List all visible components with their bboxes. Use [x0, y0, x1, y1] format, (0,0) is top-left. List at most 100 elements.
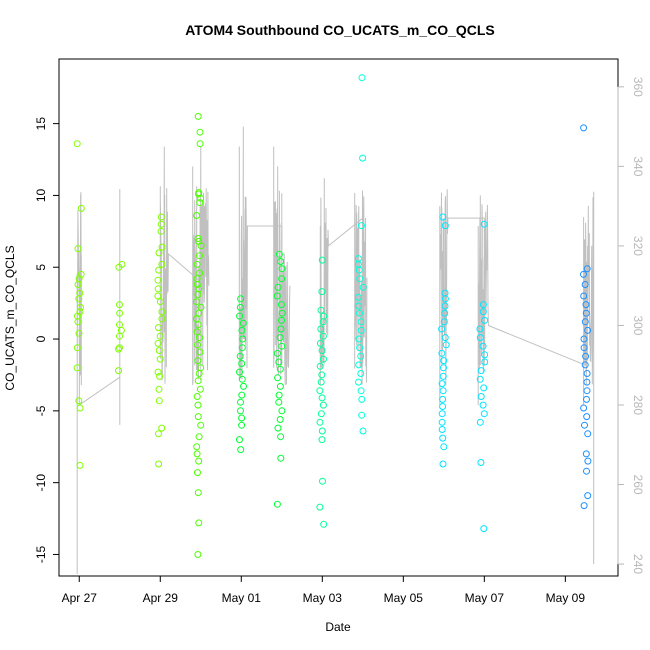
data-point — [115, 345, 123, 353]
data-point — [155, 430, 162, 438]
data-point — [277, 301, 285, 309]
y-axis: -15 -10 -5 0 5 10 15 — [34, 117, 60, 563]
data-point — [481, 316, 489, 324]
data-point — [194, 489, 202, 497]
data-point — [194, 235, 202, 242]
data-point — [318, 256, 326, 264]
data-point — [197, 421, 205, 429]
data-point — [193, 212, 201, 219]
data-point — [441, 222, 449, 230]
data-point — [438, 410, 446, 418]
data-point — [277, 325, 285, 333]
data-point — [77, 303, 84, 311]
data-point — [194, 377, 202, 385]
data-point — [441, 334, 449, 342]
data-point — [238, 414, 246, 422]
data-point — [583, 395, 590, 403]
data-point — [154, 368, 162, 376]
data-point — [357, 387, 365, 395]
data-point — [580, 502, 588, 510]
data-point — [356, 309, 363, 317]
data-point — [278, 309, 286, 317]
data-point — [318, 288, 326, 296]
data-point — [274, 374, 282, 382]
data-point — [76, 404, 84, 412]
data-point — [358, 411, 366, 419]
data-point — [358, 222, 365, 230]
data-point — [195, 370, 203, 377]
data-point — [236, 303, 244, 311]
data-point — [155, 324, 162, 332]
data-point — [317, 325, 325, 333]
data-point — [355, 378, 362, 386]
data-point — [195, 433, 203, 441]
data-point — [236, 312, 244, 320]
data-point — [194, 341, 201, 349]
data-point — [316, 503, 324, 511]
data-point — [317, 378, 325, 386]
data-point — [439, 372, 447, 380]
data-point — [155, 397, 163, 405]
data-point — [196, 385, 204, 393]
data-point — [193, 260, 201, 268]
data-point — [580, 335, 588, 343]
data-point — [318, 347, 326, 354]
data-point — [584, 326, 592, 334]
y2-tick-label: 260 — [631, 475, 645, 495]
y-tick-label: -5 — [34, 405, 48, 416]
data-point — [358, 395, 366, 403]
plot-frame — [58, 58, 619, 577]
data-point — [74, 281, 82, 288]
data-point — [194, 551, 202, 558]
y2-tick-label: 340 — [631, 156, 645, 176]
data-point — [273, 349, 281, 357]
data-point — [442, 341, 450, 349]
data-point — [355, 361, 363, 369]
data-point — [355, 335, 363, 343]
trace-line — [273, 146, 291, 386]
data-point — [359, 427, 367, 435]
data-point — [194, 401, 202, 409]
data-point — [238, 326, 246, 334]
data-point — [476, 325, 484, 333]
data-point — [158, 243, 166, 251]
data-point — [116, 344, 123, 352]
data-point — [438, 380, 446, 388]
data-point — [154, 276, 162, 284]
data-point — [194, 413, 202, 421]
data-point — [197, 303, 205, 311]
data-point — [580, 344, 588, 352]
data-point — [237, 398, 244, 406]
trace-line — [439, 189, 485, 405]
data-point — [439, 460, 447, 468]
data-point — [276, 382, 284, 390]
x-tick-label: May 01 — [222, 591, 262, 605]
data-point — [154, 339, 162, 347]
trace-line — [583, 191, 595, 565]
data-point — [481, 358, 489, 366]
data-point — [158, 260, 166, 268]
y2-tick-label: 280 — [631, 395, 645, 415]
data-point — [319, 318, 327, 326]
data-point — [154, 292, 162, 300]
data-point — [357, 318, 365, 326]
data-point — [581, 281, 589, 288]
data-point — [197, 194, 205, 202]
data-point — [359, 283, 367, 291]
data-point — [583, 467, 590, 475]
data-point — [357, 370, 365, 377]
data-point — [277, 454, 285, 462]
y-tick-label: 15 — [34, 117, 48, 131]
data-point — [237, 446, 245, 454]
points-layer — [73, 74, 592, 558]
trace-line — [192, 146, 210, 386]
data-point — [354, 293, 362, 301]
x-tick-label: May 03 — [303, 591, 343, 605]
data-point — [583, 370, 591, 377]
data-point — [580, 292, 588, 300]
data-point — [276, 365, 284, 373]
data-point — [194, 291, 202, 298]
data-point — [438, 418, 446, 426]
data-point — [116, 301, 123, 309]
data-point — [440, 443, 448, 451]
